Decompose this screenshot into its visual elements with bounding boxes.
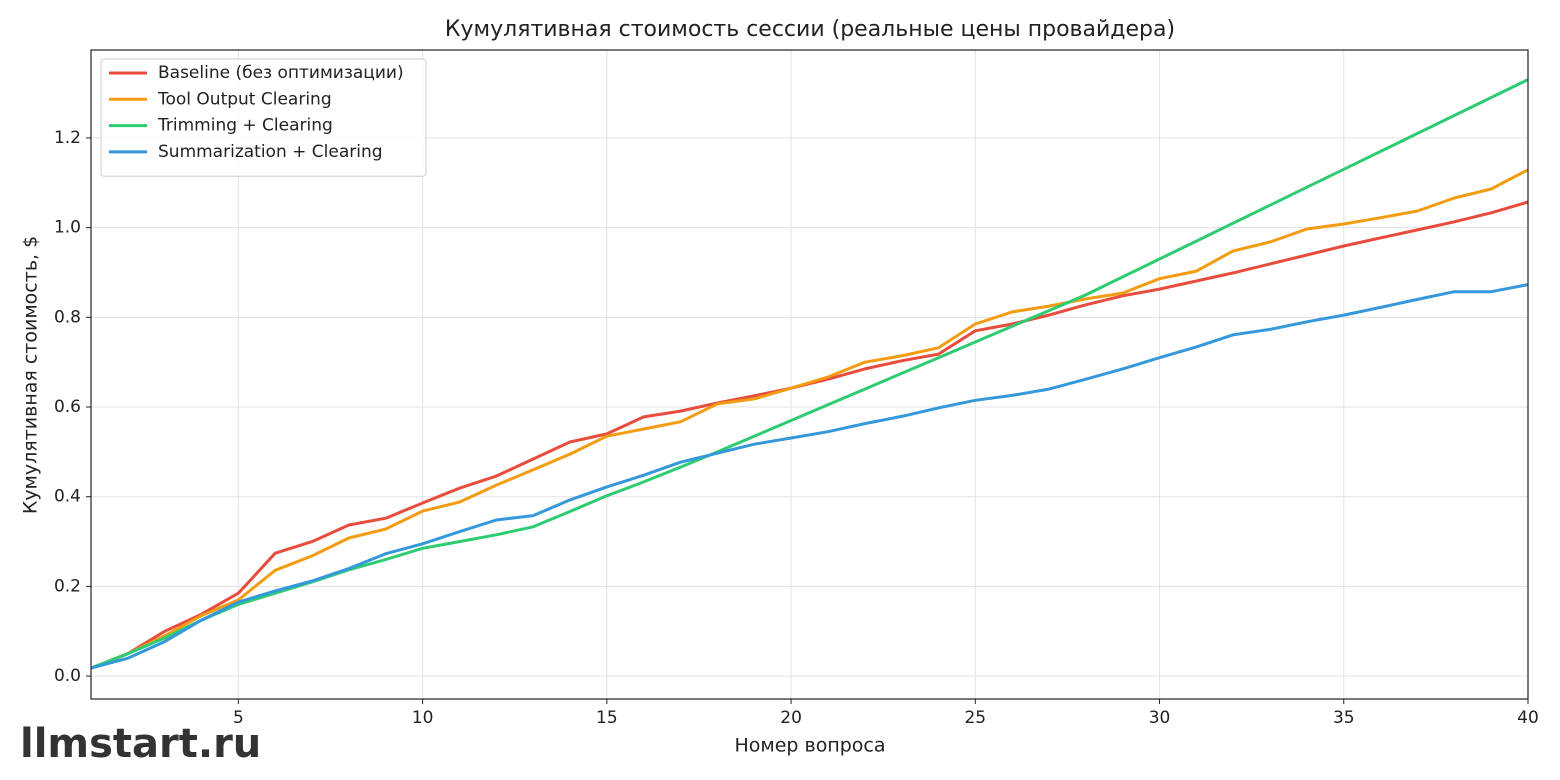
legend-label: Summarization + Clearing <box>158 142 383 162</box>
y-tick-label: 0.4 <box>54 487 81 507</box>
x-tick-label: 25 <box>964 708 986 728</box>
y-tick-label: 0.6 <box>54 397 81 417</box>
x-axis-label: Номер вопроса <box>734 735 885 757</box>
y-axis-label: Кумулятивная стоимость, $ <box>20 236 42 514</box>
x-tick-label: 35 <box>1333 708 1355 728</box>
legend: Baseline (без оптимизации) Tool Output Cl… <box>100 58 427 177</box>
y-tick-label: 1.2 <box>54 128 81 148</box>
x-tick-label: 20 <box>780 708 802 728</box>
x-tick-label: 30 <box>1149 708 1171 728</box>
plot-frame <box>90 49 1529 700</box>
y-tick-label: 0.8 <box>54 307 81 327</box>
series-line <box>90 168 1529 670</box>
x-tick-label: 10 <box>412 708 434 728</box>
watermark: llmstart.ru <box>20 721 261 767</box>
x-tick-label: 5 <box>233 708 244 728</box>
y-tick-label: 1.0 <box>54 218 81 238</box>
legend-box <box>100 58 427 177</box>
legend-label: Baseline (без оптимизации) <box>158 63 404 83</box>
x-tick-label: 40 <box>1517 708 1539 728</box>
x-tick-label: 15 <box>596 708 618 728</box>
y-tick-label: 0.2 <box>54 576 81 596</box>
chart-title: Кумулятивная стоимость сессии (реальные … <box>445 17 1175 42</box>
legend-label: Trimming + Clearing <box>157 116 333 136</box>
series-line <box>90 283 1529 670</box>
y-tick-label: 0.0 <box>54 666 81 686</box>
legend-label: Tool Output Clearing <box>157 89 332 109</box>
